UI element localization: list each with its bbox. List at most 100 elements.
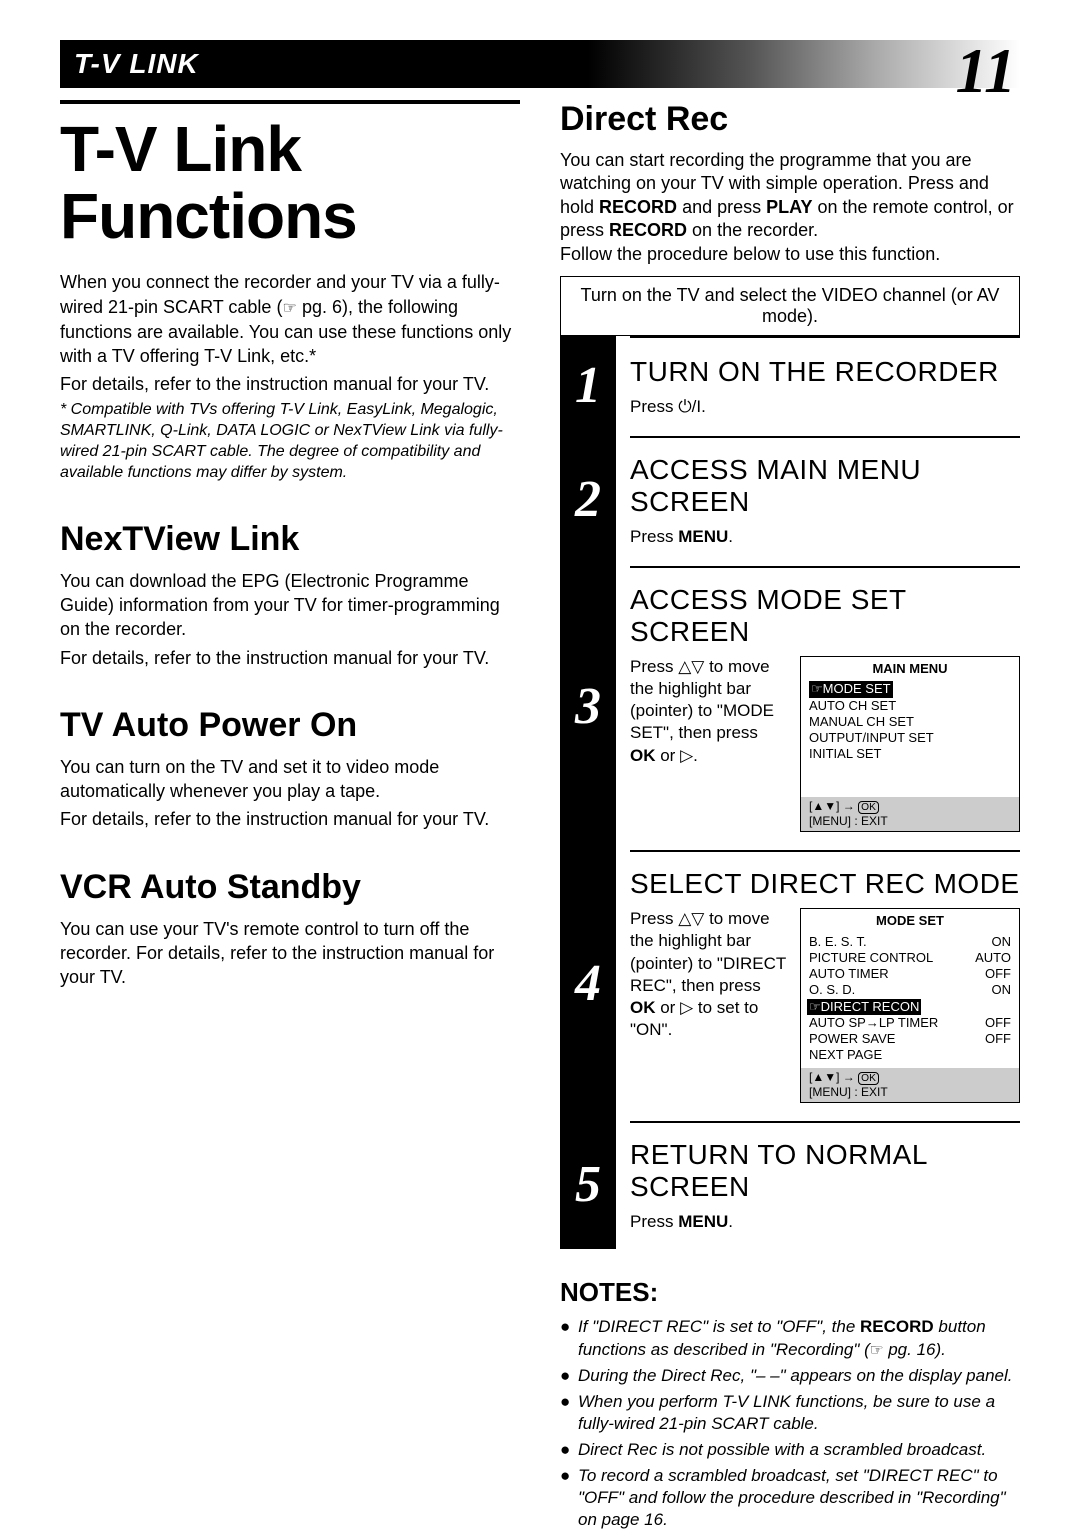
left-column: T-V Link Functions When you connect the … — [60, 100, 520, 1535]
record-label: RECORD — [609, 220, 687, 240]
step-text: Press /I. — [630, 396, 1020, 418]
section-body: For details, refer to the instruction ma… — [60, 807, 520, 831]
osd-row: PICTURE CONTROLAUTO — [809, 950, 1011, 966]
right-icon — [680, 746, 693, 765]
step-number-col: 1 — [560, 336, 616, 434]
page-ref-icon — [282, 297, 297, 317]
text: Press — [630, 397, 678, 416]
step-1: 1 TURN ON THE RECORDER Press /I. — [560, 336, 1020, 434]
osd-item: INITIAL SET — [809, 746, 881, 762]
step-number-col: 3 — [560, 564, 616, 848]
text: Press — [630, 1212, 678, 1231]
notes-heading: NOTES: — [560, 1277, 1020, 1308]
text: or — [656, 746, 681, 765]
right-column: Direct Rec You can start recording the p… — [560, 100, 1020, 1535]
step-number: 3 — [575, 677, 601, 736]
section-heading-nextview: NexTView Link — [60, 520, 520, 559]
v: ON — [992, 934, 1012, 950]
v: AUTO — [975, 950, 1011, 966]
step-content: SELECT DIRECT REC MODE Press to move the… — [616, 848, 1020, 1119]
k: DIRECT REC — [821, 999, 900, 1014]
t: pg. 16). — [884, 1340, 946, 1359]
osd-footer-menu: [MENU] : EXIT — [809, 1085, 888, 1099]
arrow-icon — [843, 799, 855, 813]
step-text: Press MENU. — [630, 1211, 1020, 1233]
osd-row: AUTO CH SET — [809, 698, 1011, 714]
t: If "DIRECT REC" is set to "OFF", the — [578, 1317, 860, 1336]
step-text: Press to move the highlight bar (pointer… — [630, 656, 786, 766]
osd-item: AUTO CH SET — [809, 698, 896, 714]
section-heading-tvauto: TV Auto Power On — [60, 706, 520, 745]
down-icon — [824, 799, 836, 813]
osd-title: MODE SET — [809, 913, 1011, 929]
header-bar: T-V LINK 11 — [60, 40, 1020, 88]
v: OFF — [985, 1015, 1011, 1031]
osd-title: MAIN MENU — [809, 661, 1011, 677]
k: O. S. D. — [809, 982, 855, 998]
content-columns: T-V Link Functions When you connect the … — [60, 100, 1020, 1535]
osd-row: NEXT PAGE — [809, 1047, 1011, 1063]
step-text: Press MENU. — [630, 526, 1020, 548]
step-title: ACCESS MAIN MENU SCREEN — [630, 454, 1020, 518]
note-item: When you perform T-V LINK functions, be … — [560, 1391, 1020, 1435]
section-body: For details, refer to the instruction ma… — [60, 646, 520, 670]
up-icon — [812, 1070, 824, 1084]
osd-footer: [] OK [MENU] : EXIT — [801, 797, 1019, 832]
step-number-col: 5 — [560, 1119, 616, 1249]
osd-row: AUTO TIMEROFF — [809, 966, 1011, 982]
right-icon — [680, 998, 693, 1017]
arrow-icon — [843, 1070, 855, 1084]
header-tab: T-V LINK — [60, 40, 1020, 80]
record-label: RECORD — [599, 197, 677, 217]
osd-row: O. S. D.ON — [809, 982, 1011, 998]
osd-row: INITIAL SET — [809, 746, 1011, 762]
v: OFF — [985, 1031, 1011, 1047]
section-heading-vcrstandby: VCR Auto Standby — [60, 868, 520, 907]
t: Direct Rec is not possible with a scramb… — [578, 1440, 986, 1459]
step-content: ACCESS MODE SET SCREEN Press to move the… — [616, 564, 1020, 848]
note-item: If "DIRECT REC" is set to "OFF", the REC… — [560, 1316, 1020, 1360]
preparation-box: Turn on the TV and select the VIDEO chan… — [560, 276, 1020, 336]
note-item: Direct Rec is not possible with a scramb… — [560, 1439, 1020, 1461]
osd-item: OUTPUT/INPUT SET — [809, 730, 934, 746]
direct-rec-heading: Direct Rec — [560, 100, 1020, 139]
step-title: ACCESS MODE SET SCREEN — [630, 584, 1020, 648]
step-number: 2 — [575, 470, 601, 529]
k: POWER SAVE — [809, 1031, 895, 1047]
k: B. E. S. T. — [809, 934, 867, 950]
osd-footer: [] OK [MENU] : EXIT — [801, 1068, 1019, 1103]
text: or — [656, 998, 681, 1017]
notes-list: If "DIRECT REC" is set to "OFF", the REC… — [560, 1316, 1020, 1531]
page-number: 11 — [956, 34, 1016, 108]
section-body: You can use your TV's remote control to … — [60, 917, 520, 990]
left-rule — [60, 100, 520, 104]
steps-list: 1 TURN ON THE RECORDER Press /I. 2 ACCES… — [560, 336, 1020, 1250]
step-5: 5 RETURN TO NORMAL SCREEN Press MENU. — [560, 1119, 1020, 1249]
intro-part: on the recorder. — [687, 220, 818, 240]
text: . — [693, 746, 698, 765]
down-icon — [824, 1070, 836, 1084]
v: ON — [900, 999, 920, 1014]
menu-label: MENU — [678, 527, 728, 546]
step-number-col: 2 — [560, 434, 616, 564]
step-title: RETURN TO NORMAL SCREEN — [630, 1139, 1020, 1203]
step-number: 5 — [575, 1155, 601, 1214]
osd-row: POWER SAVE OFF — [809, 1031, 1011, 1047]
osd-row: ☞MODE SET — [809, 681, 1011, 697]
note-item: To record a scrambled broadcast, set "DI… — [560, 1465, 1020, 1531]
menu-label: MENU — [678, 1212, 728, 1231]
osd-main-menu: MAIN MENU ☞MODE SET AUTO CH SET MANUAL C… — [800, 656, 1020, 832]
step-content: ACCESS MAIN MENU SCREEN Press MENU. — [616, 434, 1020, 564]
t: When you perform T-V LINK functions, be … — [578, 1392, 995, 1433]
osd-footer-menu: [MENU] : EXIT — [809, 814, 888, 828]
step-2: 2 ACCESS MAIN MENU SCREEN Press MENU. — [560, 434, 1020, 564]
up-icon — [678, 657, 691, 676]
text: /I. — [692, 397, 706, 416]
step-4: 4 SELECT DIRECT REC MODE Press to move t… — [560, 848, 1020, 1119]
ok-label: OK — [630, 746, 656, 765]
k: AUTO SP→LP TIMER — [809, 1015, 938, 1031]
step-3: 3 ACCESS MODE SET SCREEN Press to move t… — [560, 564, 1020, 848]
t: ] — [836, 799, 843, 813]
power-icon — [678, 397, 691, 416]
intro-details: For details, refer to the instruction ma… — [60, 372, 520, 396]
